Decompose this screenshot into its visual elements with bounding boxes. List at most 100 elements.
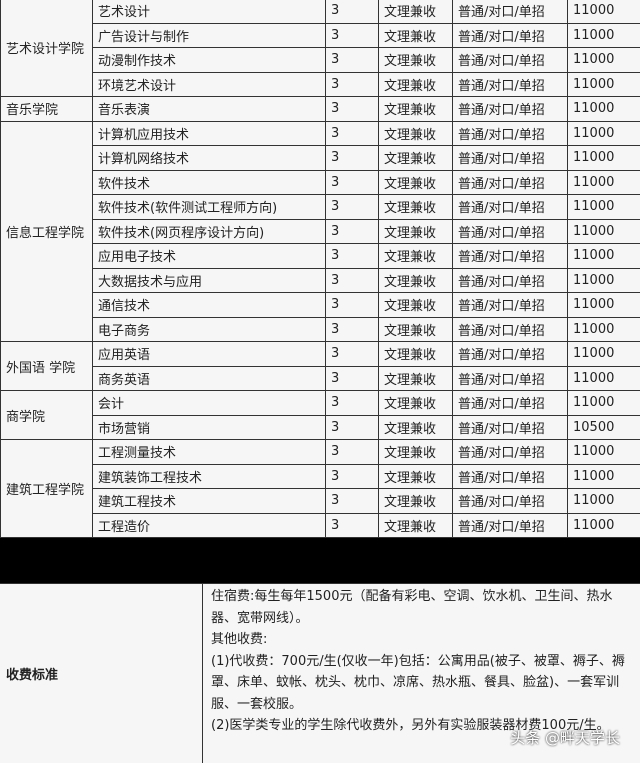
admission-cell: 普通/对口/单招 [453,23,568,48]
fee-cell: 11000 [568,293,640,318]
admission-cell: 普通/对口/单招 [453,268,568,293]
fee-cell: 11000 [568,464,640,489]
fee-cell: 11000 [568,440,640,465]
years-cell: 3 [326,23,379,48]
years-cell: 3 [326,391,379,416]
years-cell: 3 [326,489,379,514]
years-cell: 3 [326,72,379,97]
subject-cell: 文理兼收 [379,268,453,293]
major-cell: 电子商务 [93,317,326,342]
subject-cell: 文理兼收 [379,391,453,416]
major-cell: 软件技术 [93,170,326,195]
admission-cell: 普通/对口/单招 [453,219,568,244]
years-cell: 3 [326,268,379,293]
fee-cell: 11000 [568,48,640,73]
major-cell: 工程测量技术 [93,440,326,465]
years-cell: 3 [326,121,379,146]
subject-cell: 文理兼收 [379,440,453,465]
years-cell: 3 [326,48,379,73]
subject-cell: 文理兼收 [379,72,453,97]
fee-cell: 11000 [568,0,640,23]
fee-cell: 11000 [568,244,640,269]
fee-cell: 11000 [568,170,640,195]
subject-cell: 文理兼收 [379,342,453,367]
major-cell: 音乐表演 [93,97,326,122]
major-cell: 软件技术(软件测试工程师方向) [93,195,326,220]
admission-cell: 普通/对口/单招 [453,48,568,73]
fee-line: 住宿费:每生每年1500元（配备有彩电、空调、饮水机、卫生间、热水器、宽带网线）… [211,586,632,629]
college-cell: 信息工程学院 [1,121,93,342]
fee-cell: 11000 [568,342,640,367]
major-cell: 商务英语 [93,366,326,391]
subject-cell: 文理兼收 [379,513,453,538]
admission-cell: 普通/对口/单招 [453,464,568,489]
years-cell: 3 [326,195,379,220]
years-cell: 3 [326,513,379,538]
admission-cell: 普通/对口/单招 [453,513,568,538]
subject-cell: 文理兼收 [379,97,453,122]
subject-cell: 文理兼收 [379,48,453,73]
subject-cell: 文理兼收 [379,415,453,440]
admission-cell: 普通/对口/单招 [453,391,568,416]
admission-cell: 普通/对口/单招 [453,342,568,367]
major-cell: 会计 [93,391,326,416]
subject-cell: 文理兼收 [379,464,453,489]
years-cell: 3 [326,170,379,195]
major-cell: 市场营销 [93,415,326,440]
major-cell: 应用英语 [93,342,326,367]
major-cell: 大数据技术与应用 [93,268,326,293]
admission-cell: 普通/对口/单招 [453,146,568,171]
fee-line: 其他收费: [211,629,632,651]
admission-cell: 普通/对口/单招 [453,195,568,220]
years-cell: 3 [326,464,379,489]
major-cell: 建筑工程技术 [93,489,326,514]
subject-cell: 文理兼收 [379,0,453,23]
fee-cell: 11000 [568,23,640,48]
subject-cell: 文理兼收 [379,317,453,342]
fee-cell: 11000 [568,513,640,538]
subject-cell: 文理兼收 [379,121,453,146]
admission-cell: 普通/对口/单招 [453,317,568,342]
subject-cell: 文理兼收 [379,219,453,244]
admission-cell: 普通/对口/单招 [453,121,568,146]
fee-cell: 11000 [568,268,640,293]
years-cell: 3 [326,342,379,367]
fee-cell: 11000 [568,97,640,122]
college-cell: 艺术设计学院 [1,0,93,97]
fee-cell: 11000 [568,195,640,220]
admission-cell: 普通/对口/单招 [453,0,568,23]
major-cell: 建筑装饰工程技术 [93,464,326,489]
major-cell: 环境艺术设计 [93,72,326,97]
fee-cell: 11000 [568,391,640,416]
college-cell: 音乐学院 [1,97,93,122]
subject-cell: 文理兼收 [379,23,453,48]
years-cell: 3 [326,97,379,122]
years-cell: 3 [326,146,379,171]
fee-cell: 11000 [568,72,640,97]
fee-label: 收费标准 [0,584,203,763]
subject-cell: 文理兼收 [379,489,453,514]
years-cell: 3 [326,415,379,440]
admission-cell: 普通/对口/单招 [453,293,568,318]
admission-cell: 普通/对口/单招 [453,415,568,440]
fee-cell: 11000 [568,121,640,146]
major-cell: 广告设计与制作 [93,23,326,48]
major-cell: 软件技术(网页程序设计方向) [93,219,326,244]
